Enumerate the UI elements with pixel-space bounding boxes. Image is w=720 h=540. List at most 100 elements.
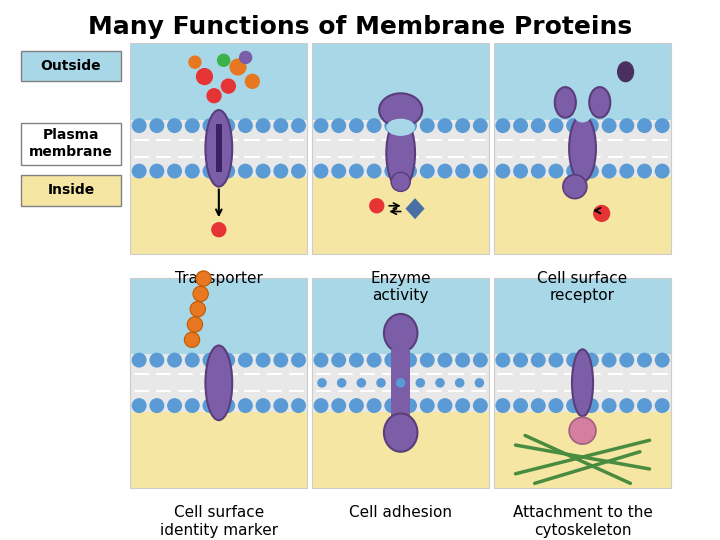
Circle shape bbox=[167, 118, 182, 133]
Circle shape bbox=[566, 353, 581, 368]
Circle shape bbox=[291, 118, 306, 133]
Circle shape bbox=[313, 353, 328, 368]
Circle shape bbox=[549, 353, 564, 368]
Bar bbox=[130, 43, 307, 120]
Circle shape bbox=[473, 353, 488, 368]
Text: Cell surface
receptor: Cell surface receptor bbox=[537, 271, 628, 303]
Circle shape bbox=[190, 301, 205, 317]
Circle shape bbox=[513, 353, 528, 368]
Circle shape bbox=[438, 353, 452, 368]
Circle shape bbox=[549, 164, 564, 179]
Circle shape bbox=[654, 164, 670, 179]
Circle shape bbox=[402, 398, 417, 413]
Text: Inside: Inside bbox=[48, 184, 94, 198]
Circle shape bbox=[149, 164, 164, 179]
Bar bbox=[391, 349, 410, 416]
Circle shape bbox=[331, 164, 346, 179]
Circle shape bbox=[473, 398, 488, 413]
Bar bbox=[130, 278, 307, 488]
Circle shape bbox=[531, 353, 546, 368]
Text: Transporter: Transporter bbox=[175, 271, 263, 286]
Circle shape bbox=[566, 164, 581, 179]
Circle shape bbox=[473, 118, 488, 133]
Circle shape bbox=[220, 398, 235, 413]
Bar bbox=[130, 177, 307, 254]
Circle shape bbox=[238, 118, 253, 133]
Circle shape bbox=[455, 118, 470, 133]
Circle shape bbox=[438, 398, 452, 413]
Circle shape bbox=[167, 164, 182, 179]
Circle shape bbox=[474, 378, 484, 388]
Text: Enzyme
activity: Enzyme activity bbox=[370, 271, 431, 303]
Circle shape bbox=[349, 118, 364, 133]
Circle shape bbox=[274, 353, 288, 368]
Bar bbox=[312, 278, 489, 488]
Circle shape bbox=[196, 68, 213, 85]
Circle shape bbox=[256, 353, 271, 368]
Circle shape bbox=[318, 378, 327, 388]
Text: Plasma
membrane: Plasma membrane bbox=[29, 129, 113, 159]
Bar bbox=[312, 120, 489, 177]
Circle shape bbox=[132, 164, 147, 179]
Circle shape bbox=[584, 353, 599, 368]
Circle shape bbox=[207, 88, 222, 103]
FancyBboxPatch shape bbox=[21, 123, 121, 165]
Ellipse shape bbox=[617, 61, 634, 82]
Bar bbox=[494, 411, 671, 488]
Bar bbox=[494, 354, 671, 411]
Circle shape bbox=[202, 353, 217, 368]
Circle shape bbox=[366, 118, 382, 133]
Circle shape bbox=[238, 398, 253, 413]
Circle shape bbox=[384, 118, 400, 133]
Ellipse shape bbox=[384, 414, 418, 452]
FancyBboxPatch shape bbox=[21, 175, 121, 206]
Ellipse shape bbox=[563, 174, 587, 199]
Bar bbox=[130, 411, 307, 488]
Circle shape bbox=[455, 378, 464, 388]
Circle shape bbox=[366, 353, 382, 368]
Circle shape bbox=[132, 118, 147, 133]
Circle shape bbox=[654, 398, 670, 413]
Circle shape bbox=[637, 118, 652, 133]
Circle shape bbox=[531, 164, 546, 179]
Circle shape bbox=[220, 353, 235, 368]
Circle shape bbox=[455, 164, 470, 179]
Circle shape bbox=[473, 164, 488, 179]
Circle shape bbox=[549, 118, 564, 133]
Circle shape bbox=[602, 118, 616, 133]
Circle shape bbox=[217, 53, 230, 67]
Circle shape bbox=[435, 378, 445, 388]
Circle shape bbox=[132, 398, 147, 413]
Circle shape bbox=[619, 118, 634, 133]
Ellipse shape bbox=[555, 87, 576, 118]
Circle shape bbox=[230, 58, 246, 76]
Circle shape bbox=[193, 286, 208, 301]
Circle shape bbox=[256, 398, 271, 413]
Circle shape bbox=[513, 118, 528, 133]
Bar bbox=[130, 43, 307, 254]
Circle shape bbox=[167, 398, 182, 413]
Circle shape bbox=[149, 118, 164, 133]
Circle shape bbox=[356, 378, 366, 388]
Circle shape bbox=[369, 198, 384, 213]
Circle shape bbox=[637, 353, 652, 368]
Circle shape bbox=[274, 118, 288, 133]
Circle shape bbox=[377, 378, 386, 388]
Circle shape bbox=[313, 398, 328, 413]
Text: Many Functions of Membrane Proteins: Many Functions of Membrane Proteins bbox=[88, 15, 632, 39]
Circle shape bbox=[584, 398, 599, 413]
Circle shape bbox=[220, 118, 235, 133]
Ellipse shape bbox=[569, 417, 596, 444]
Circle shape bbox=[384, 164, 400, 179]
Bar bbox=[494, 278, 671, 488]
Circle shape bbox=[220, 164, 235, 179]
Circle shape bbox=[531, 118, 546, 133]
Bar bbox=[312, 43, 489, 120]
Circle shape bbox=[584, 118, 599, 133]
Circle shape bbox=[602, 353, 616, 368]
Circle shape bbox=[455, 353, 470, 368]
Circle shape bbox=[619, 164, 634, 179]
Circle shape bbox=[149, 353, 164, 368]
Bar bbox=[494, 120, 671, 177]
Bar bbox=[494, 43, 671, 254]
